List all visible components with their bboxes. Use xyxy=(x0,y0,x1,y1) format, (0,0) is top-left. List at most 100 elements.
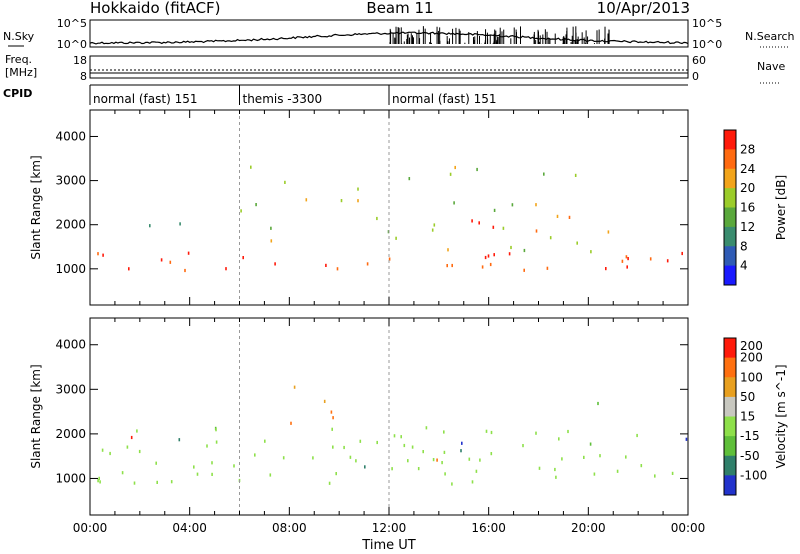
data-cell xyxy=(255,203,257,207)
colorbar-segment xyxy=(724,416,736,437)
data-cell xyxy=(133,481,136,485)
data-cell xyxy=(546,266,549,270)
data-cell xyxy=(225,267,227,271)
cpid-segment-label: themis -3300 xyxy=(243,92,323,106)
colorbar-tick-label: 28 xyxy=(740,142,755,156)
data-cell xyxy=(121,471,124,475)
y-tick-label: 2000 xyxy=(55,427,86,441)
nsky-frame xyxy=(89,19,689,48)
data-cell xyxy=(451,482,453,486)
data-cell xyxy=(453,201,455,205)
data-cell xyxy=(136,429,138,433)
data-cell xyxy=(215,428,217,432)
data-cell xyxy=(561,457,563,461)
data-cell xyxy=(490,452,493,456)
data-cell xyxy=(408,177,411,181)
y-tick-label: 3000 xyxy=(55,174,86,188)
data-cell xyxy=(357,199,359,203)
data-cell xyxy=(187,251,190,255)
data-cell xyxy=(325,263,327,267)
date-title: 10/Apr/2013 xyxy=(597,0,690,17)
data-cell xyxy=(555,475,557,479)
data-cell xyxy=(567,429,569,434)
data-cell xyxy=(364,465,366,469)
colorbar-segment xyxy=(724,188,736,208)
data-cell xyxy=(332,445,334,449)
x-tick-label: 12:00 xyxy=(372,521,407,535)
freq-tick-bottom: 8 xyxy=(80,70,87,83)
data-cell xyxy=(489,262,492,267)
data-cell xyxy=(336,267,339,271)
data-cell xyxy=(502,226,505,230)
data-cell xyxy=(99,480,101,484)
data-cell xyxy=(97,479,99,483)
nsearch-label: N.Search xyxy=(745,30,795,43)
colorbar-segment xyxy=(724,246,736,267)
data-cell xyxy=(626,265,628,269)
data-cell xyxy=(535,203,537,207)
colorbar-segment xyxy=(724,455,736,476)
data-cell xyxy=(476,167,478,172)
data-cell xyxy=(335,472,337,476)
colorbar-tick-label: 8 xyxy=(740,239,748,253)
nsky-curve xyxy=(89,31,689,45)
data-cell xyxy=(332,416,334,420)
colorbar-frame xyxy=(723,337,737,496)
data-cell xyxy=(395,236,397,240)
y-tick-label: 4000 xyxy=(55,338,86,352)
freq-frame xyxy=(89,55,689,79)
data-cell xyxy=(447,248,449,252)
x-tick-label: 04:00 xyxy=(172,521,207,535)
colorbar-segment xyxy=(724,130,736,150)
colorbar-tick-label: -100 xyxy=(740,468,767,482)
data-cell xyxy=(636,433,638,438)
freq-label-1: Freq. xyxy=(5,53,32,66)
data-cell xyxy=(535,431,537,435)
data-cell xyxy=(328,481,331,485)
data-cell xyxy=(471,219,473,223)
colorbar-segment xyxy=(724,149,736,170)
data-cell xyxy=(432,458,435,462)
data-cell xyxy=(666,259,669,263)
data-cell xyxy=(312,456,314,460)
data-cell xyxy=(589,442,592,446)
data-cell xyxy=(359,439,362,443)
x-tick-label: 16:00 xyxy=(471,521,506,535)
data-cell xyxy=(621,259,624,263)
colorbar-segment xyxy=(724,396,736,417)
data-cell xyxy=(649,257,652,261)
colorbar-segment xyxy=(724,377,736,398)
data-cell xyxy=(451,263,453,268)
data-cell xyxy=(425,426,428,430)
data-cell xyxy=(556,214,559,218)
data-cell xyxy=(461,441,463,445)
data-cell xyxy=(590,250,592,254)
data-cell xyxy=(323,399,326,403)
data-cell xyxy=(478,221,480,225)
data-cell xyxy=(206,444,208,448)
colorbar-tick-label: 24 xyxy=(740,162,755,176)
data-cell xyxy=(282,456,285,460)
data-cell xyxy=(411,445,414,449)
data-cell xyxy=(109,451,111,456)
x-tick-label: 20:00 xyxy=(571,521,606,535)
data-cell xyxy=(293,385,296,389)
data-cell xyxy=(331,427,333,431)
data-cell xyxy=(475,469,478,473)
data-cell xyxy=(568,215,571,219)
data-cell xyxy=(523,248,526,253)
data-cell xyxy=(269,473,272,477)
data-cell xyxy=(170,480,173,484)
data-cell xyxy=(349,455,352,459)
data-cell xyxy=(597,401,599,406)
data-cell xyxy=(233,464,235,468)
colorbar-tick-label: -15 xyxy=(740,429,760,443)
data-cell xyxy=(403,443,406,448)
data-cell xyxy=(417,467,420,471)
data-cell xyxy=(98,476,100,480)
colorbar-tick-label: 4 xyxy=(740,259,748,273)
data-cell xyxy=(490,430,493,435)
data-cell xyxy=(640,464,643,468)
data-cell xyxy=(671,471,674,475)
